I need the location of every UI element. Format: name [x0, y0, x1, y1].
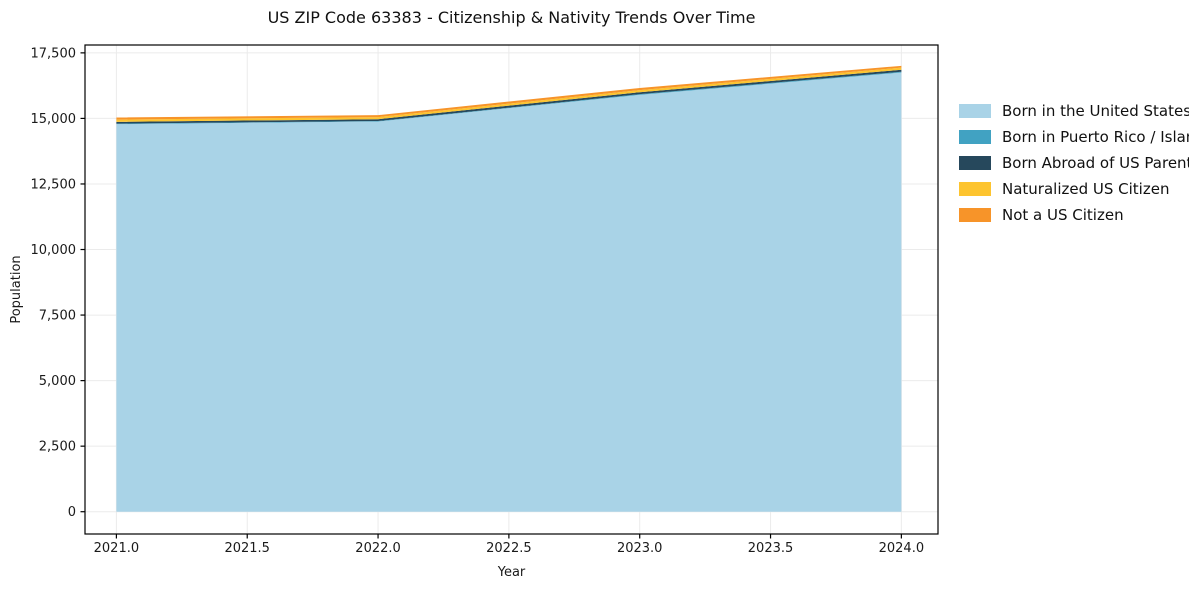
y-axis-label: Population: [9, 255, 24, 323]
y-tick-label: 15,000: [31, 112, 77, 127]
x-tick-label: 2023.0: [617, 541, 663, 556]
legend-swatch: [959, 156, 991, 170]
x-tick-label: 2022.0: [355, 541, 401, 556]
legend-item: Born in the United States: [959, 102, 1189, 120]
legend-label: Born Abroad of US Parent(s): [1002, 154, 1189, 172]
legend-swatch: [959, 182, 991, 196]
legend-item: Born Abroad of US Parent(s): [959, 154, 1189, 172]
legend-swatch: [959, 208, 991, 222]
y-tick-label: 0: [68, 505, 76, 520]
x-axis-label: Year: [497, 565, 526, 580]
legend-label: Naturalized US Citizen: [1002, 180, 1170, 198]
axes: 2021.0 2021.5 2022.0 2022.5 2023.0 2023.5 2024…: [31, 46, 925, 556]
y-tick-label: 12,500: [31, 177, 77, 192]
plot-border: [84, 44, 939, 535]
y-tick-label: 10,000: [31, 243, 77, 258]
y-tick-label: 5,000: [39, 374, 76, 389]
legend-swatch: [959, 104, 991, 118]
x-tick-label: 2021.5: [224, 541, 270, 556]
legend-item: Born in Puerto Rico / Islands: [959, 128, 1189, 146]
chart-title: US ZIP Code 63383 - Citizenship & Nativi…: [267, 8, 756, 27]
legend-label: Born in Puerto Rico / Islands: [1002, 128, 1189, 146]
x-tick-label: 2021.0: [94, 541, 140, 556]
legend-item: Naturalized US Citizen: [959, 180, 1189, 198]
stacked-areas: [116, 65, 902, 512]
y-tick-label: 2,500: [39, 440, 76, 455]
y-tick-label: 17,500: [31, 46, 77, 61]
legend-swatch: [959, 130, 991, 144]
x-tick-label: 2024.0: [879, 541, 925, 556]
y-tick-label: 7,500: [39, 309, 76, 324]
legend-label: Not a US Citizen: [1002, 206, 1124, 224]
legend-item: Not a US Citizen: [959, 206, 1189, 224]
legend: Born in the United States Born in Puerto…: [959, 102, 1189, 234]
area-series: [116, 72, 902, 512]
legend-label: Born in the United States: [1002, 102, 1189, 120]
x-tick-label: 2022.5: [486, 541, 532, 556]
x-tick-label: 2023.5: [748, 541, 794, 556]
